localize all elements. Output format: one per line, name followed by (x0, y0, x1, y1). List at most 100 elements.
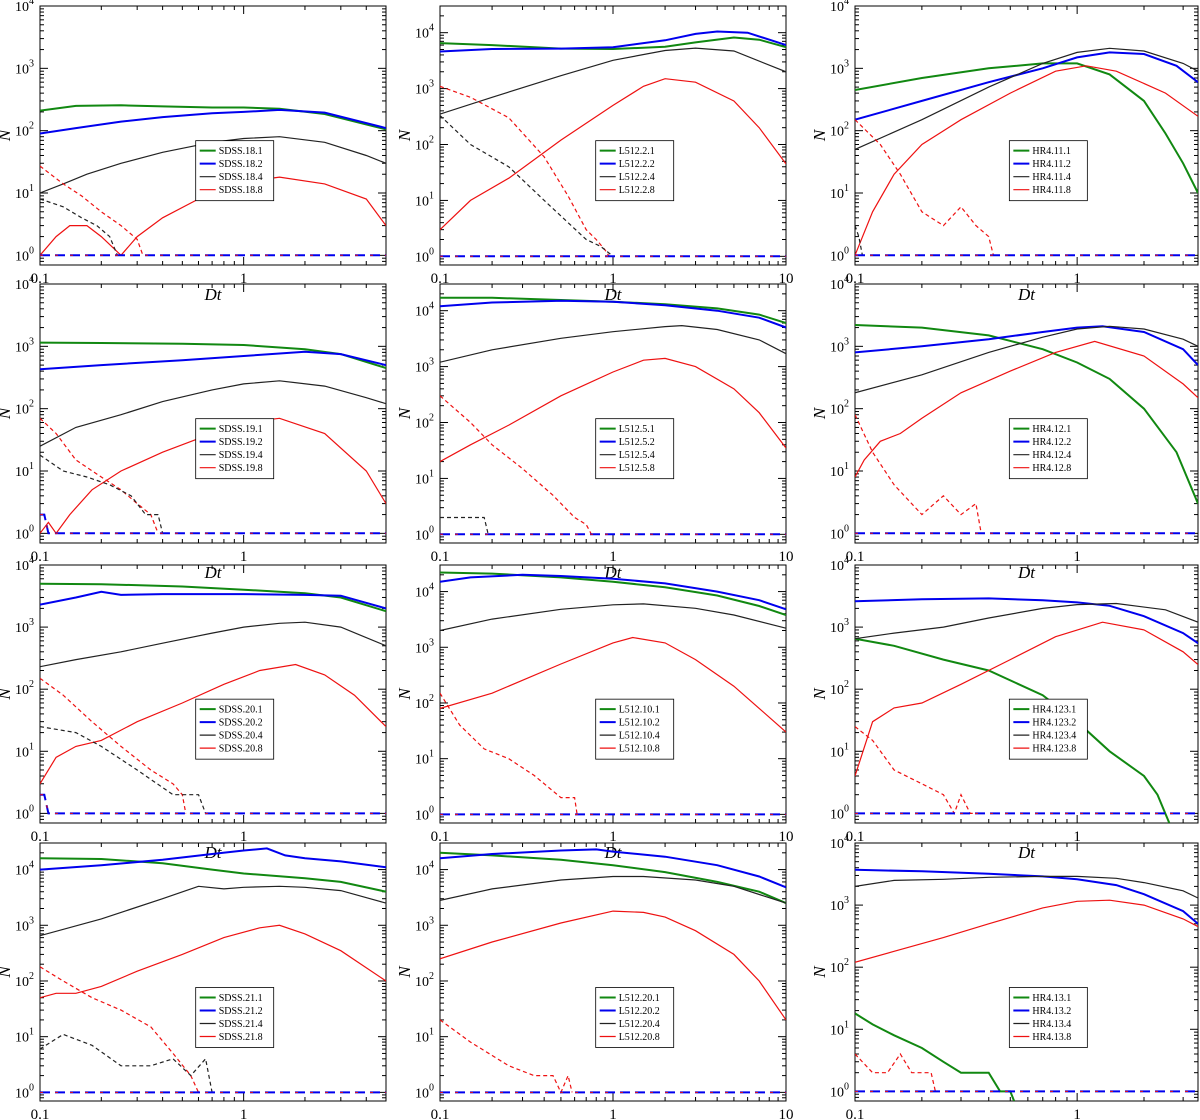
y-tick-label: 100 (15, 245, 34, 264)
legend-label: L512.10.8 (619, 744, 660, 755)
y-tick-label: 101 (415, 190, 434, 209)
legend: HR4.12.1 HR4.12.2 HR4.12.4 HR4.12.8 (1008, 418, 1088, 480)
y-tick-label: 102 (415, 135, 434, 154)
y-tick-label: 100 (415, 1082, 434, 1101)
legend-label: L512.5.8 (619, 463, 655, 474)
series-line-L512.2.8 (440, 78, 786, 231)
y-tick-label: 103 (830, 58, 849, 77)
plot-frame (854, 5, 1199, 266)
x-tick-label: 1 (1073, 829, 1081, 845)
y-axis-label: N (0, 687, 14, 701)
series-group (855, 597, 1198, 823)
y-tick-label: 102 (415, 413, 434, 432)
series-line-L512.10.8 (440, 636, 786, 733)
series-line-L512.20.2 (440, 848, 786, 889)
series-line-HR4.11.1 (855, 62, 1198, 194)
series-line-dashed (40, 165, 144, 256)
y-tick-label: 101 (830, 1019, 849, 1038)
chart-panel: 0.1 1100101102103104DtNHR4.12.1HR4.12.2HR… (810, 274, 1199, 582)
y-tick-label: 103 (15, 617, 34, 636)
series-line-SDSS.19.2 (40, 350, 386, 371)
y-tick-label: 102 (15, 399, 34, 418)
x-tick-label: 1 (240, 1107, 248, 1120)
plot-frame (854, 283, 1199, 544)
series-line-dashed (40, 513, 386, 535)
legend-label: SDSS.18.2 (219, 159, 263, 170)
y-tick-label: 100 (830, 245, 849, 264)
x-tick-label: 0.1 (31, 1107, 50, 1120)
series-line-L512.10.2 (440, 573, 786, 611)
y-tick-label: 104 (830, 555, 849, 574)
series-line-HR4.123.8 (855, 621, 1198, 777)
legend-label: L512.5.1 (619, 424, 655, 435)
y-tick-label: 104 (415, 23, 434, 42)
series-line-dashed (440, 516, 489, 535)
y-tick-label: 103 (415, 79, 434, 98)
y-axis-label: N (810, 128, 829, 142)
series-line-dashed (440, 115, 614, 257)
y-axis-label: N (810, 406, 829, 420)
legend-label: L512.2.1 (619, 146, 655, 157)
y-tick-label: 103 (830, 895, 849, 914)
series-line-dashed (855, 726, 976, 815)
legend-label: HR4.11.1 (1032, 146, 1071, 157)
y-tick-label: 104 (15, 0, 34, 15)
series-line-L512.2.1 (440, 36, 786, 51)
legend-label: HR4.123.8 (1032, 744, 1076, 755)
x-tick-label: 1 (240, 549, 248, 565)
legend-label: HR4.123.2 (1032, 718, 1076, 729)
legend-label: SDSS.18.8 (219, 185, 263, 196)
legend-box (595, 698, 675, 760)
legend: SDSS.20.1 SDSS.20.2 SDSS.20.4 SDSS.20.8 (195, 698, 275, 760)
series-line-HR4.12.1 (855, 324, 1198, 504)
series-line-dashed (440, 692, 578, 815)
chart-panel: 0.1 1 100 101 102 103 104 Dt N SDSS.18.1 SDSS.18.2… (0, 0, 387, 304)
y-axis-label: N (0, 406, 14, 420)
series-line-dashed-overlay (40, 514, 386, 534)
y-tick-label: 100 (830, 1081, 849, 1100)
x-tick-label: 0.1 (846, 549, 865, 565)
legend-label: L512.2.8 (619, 185, 655, 196)
series-line-L512.20.4 (440, 875, 786, 904)
legend-label: L512.20.4 (619, 1019, 660, 1030)
x-tick-label: 1 (609, 1107, 617, 1120)
x-tick-label: 0.1 (846, 1107, 865, 1120)
series-group (855, 868, 1198, 1101)
legend-label: L512.10.1 (619, 705, 660, 716)
plot-frame (439, 842, 787, 1102)
legend-label: SDSS.21.4 (219, 1019, 263, 1030)
legend: L512.10.1 L512.10.2 L512.10.4 L512.10.8 (595, 698, 675, 760)
y-axis-label: N (0, 965, 14, 979)
x-tick-label: 1 (609, 271, 617, 287)
series-line-HR4.12.4 (855, 325, 1198, 394)
series-line-SDSS.20.1 (40, 582, 386, 613)
series-line-L512.2.2 (440, 30, 786, 53)
series-line-HR4.123.2 (855, 597, 1198, 645)
plot-frame (439, 564, 787, 824)
y-tick-label: 104 (415, 301, 434, 320)
legend-label: HR4.12.4 (1032, 450, 1071, 461)
y-tick-label: 103 (830, 617, 849, 636)
x-tick-label: 0.1 (31, 829, 50, 845)
legend-label: HR4.13.1 (1032, 993, 1071, 1004)
series-line-dashed (40, 1033, 213, 1093)
y-tick-label: 103 (15, 915, 34, 934)
x-tick-label: 10 (779, 271, 794, 287)
y-tick-label: 102 (15, 121, 34, 140)
x-tick-label: 0.1 (431, 549, 450, 565)
series-line-HR4.13.2 (855, 868, 1198, 925)
series-group (40, 582, 386, 815)
legend: L512.2.1 L512.2.2 L512.2.4 L512.2.8 (595, 140, 675, 202)
x-tick-label: 1 (240, 271, 248, 287)
series-line-SDSS.19.4 (40, 380, 386, 447)
series-line-dashed-overlay (40, 794, 386, 814)
y-tick-label: 101 (830, 741, 849, 760)
x-tick-label: 0.1 (31, 271, 50, 287)
series-group (855, 47, 1198, 257)
legend-label: SDSS.20.4 (219, 731, 263, 742)
y-tick-label: 102 (830, 679, 849, 698)
series-line-HR4.12.8 (855, 340, 1198, 478)
y-axis-label: N (0, 128, 14, 142)
series-line-HR4.12.2 (855, 325, 1198, 366)
legend-label: HR4.11.2 (1032, 159, 1071, 170)
